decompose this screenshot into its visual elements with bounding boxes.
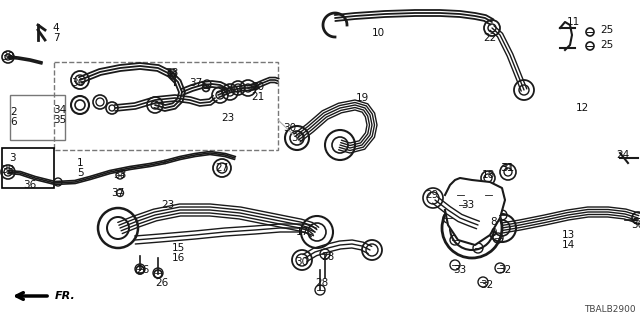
Text: 38: 38 [113,170,127,180]
Text: 18: 18 [481,170,495,180]
Text: 30: 30 [284,123,296,133]
Text: 27: 27 [216,163,228,173]
Text: 30: 30 [632,220,640,230]
Text: 35: 35 [53,115,67,125]
Text: 25: 25 [600,25,614,35]
Text: 9: 9 [491,228,497,238]
Text: 36: 36 [24,180,36,190]
Text: 5: 5 [77,168,83,178]
Text: TBALB2900: TBALB2900 [584,305,636,314]
Text: 34: 34 [53,105,67,115]
Text: 25: 25 [600,40,614,50]
Bar [54,62,278,150]
Text: 33: 33 [453,265,467,275]
Text: FR.: FR. [55,291,76,301]
Text: 8: 8 [491,217,497,227]
Text: 11: 11 [566,17,580,27]
Bar [10,95,65,140]
Text: 37: 37 [189,78,203,88]
Text: 1: 1 [77,158,83,168]
Text: 23: 23 [221,113,235,123]
Text: 14: 14 [561,240,575,250]
Text: 13: 13 [561,230,575,240]
Text: 26: 26 [136,265,150,275]
Text: 6: 6 [11,117,17,127]
Bar [2,148,54,188]
Text: 19: 19 [355,93,369,103]
Text: 28: 28 [316,278,328,288]
Text: 3: 3 [9,153,15,163]
Text: 38: 38 [1,52,15,62]
Text: 16: 16 [172,253,184,263]
Polygon shape [445,178,505,245]
Text: 21: 21 [252,92,264,102]
Text: 4: 4 [52,23,60,33]
Text: 20: 20 [252,82,264,92]
Text: 29: 29 [426,190,438,200]
Text: 7: 7 [52,33,60,43]
Text: 26: 26 [156,278,168,288]
Text: 23: 23 [161,200,175,210]
Text: 30: 30 [296,257,308,267]
Text: 31: 31 [501,163,515,173]
Text: 10: 10 [371,28,385,38]
Text: 36: 36 [72,78,84,88]
Text: 24: 24 [616,150,630,160]
Text: 31: 31 [500,163,514,173]
Text: 32: 32 [481,280,493,290]
Text: 17: 17 [296,227,308,237]
Text: 2: 2 [11,107,17,117]
Text: 33: 33 [461,200,475,210]
Text: 15: 15 [172,243,184,253]
Text: 30: 30 [291,133,305,143]
Text: 22: 22 [483,33,497,43]
Text: 37: 37 [111,188,125,198]
Text: 12: 12 [575,103,589,113]
Text: 38: 38 [1,165,15,175]
Text: 32: 32 [499,265,511,275]
Text: 38: 38 [165,68,179,78]
Text: 28: 28 [321,252,335,262]
